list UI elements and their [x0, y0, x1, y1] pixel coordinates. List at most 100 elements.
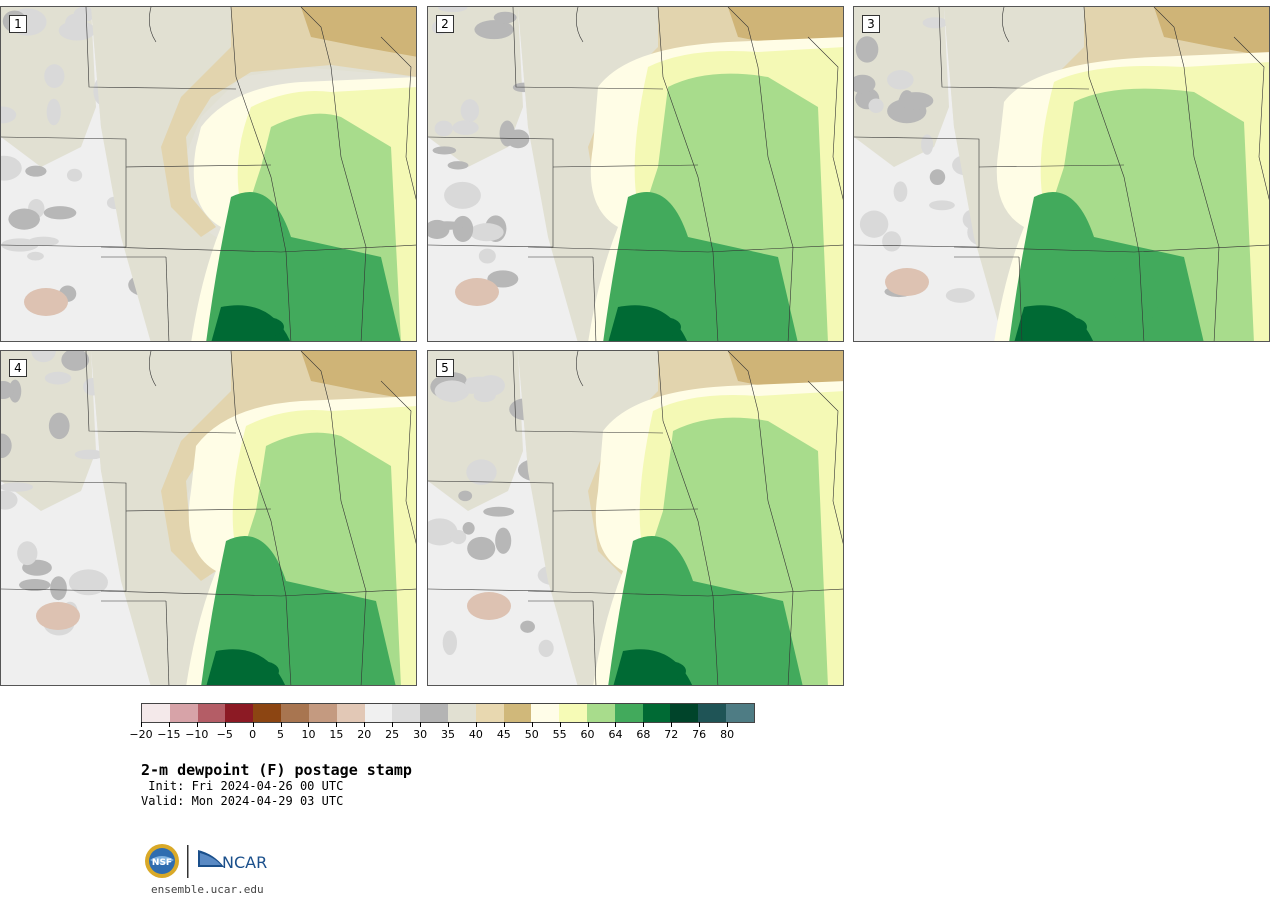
map-panel-5: 5	[427, 350, 844, 686]
state-boundary	[854, 136, 980, 248]
gray-dewpoint-patch	[859, 210, 889, 238]
colorbar-tick-label: 35	[441, 728, 455, 741]
colorbar-tick-label: 45	[496, 728, 511, 741]
state-boundary	[807, 36, 843, 200]
gray-dewpoint-patch	[46, 98, 61, 126]
gray-dewpoint-patch	[478, 248, 496, 264]
moist-green-patch	[703, 267, 753, 327]
gray-dewpoint-patch	[855, 36, 879, 63]
colorbar-tick-mark	[503, 722, 505, 727]
colorbar-swatch	[225, 704, 254, 722]
state-boundary	[100, 588, 416, 597]
gray-dewpoint-patch	[432, 146, 457, 155]
colorbar-swatch	[169, 704, 198, 722]
gray-dewpoint-patch	[44, 64, 65, 88]
colorbar-swatch	[364, 704, 393, 722]
gray-dewpoint-patch	[458, 490, 473, 502]
plains-region	[518, 351, 843, 685]
state-boundary	[125, 508, 272, 512]
low-dewpoint-patch	[455, 278, 499, 306]
colorbar-tick-label: 5	[277, 728, 285, 741]
colorbar-tick-mark	[224, 722, 226, 727]
map-panel-2: 2	[427, 6, 844, 342]
colorbar-tick-label: 80	[720, 728, 735, 741]
gold-dewpoint-band	[1154, 7, 1269, 57]
gray-dewpoint-patch	[898, 92, 934, 110]
gray-dewpoint-patch	[466, 459, 497, 485]
low-dewpoint-patch	[36, 602, 80, 630]
gray-dewpoint-patch	[1, 482, 34, 492]
state-boundary	[165, 256, 170, 341]
gray-dewpoint-patch	[444, 181, 481, 209]
gray-dewpoint-patch	[17, 541, 38, 566]
colorbar-swatch	[308, 704, 337, 722]
gray-dewpoint-patch	[43, 206, 77, 220]
gray-dewpoint-patch	[467, 536, 496, 560]
low-dewpoint-patch	[24, 288, 68, 316]
moist-green-patch	[306, 267, 356, 327]
colorbar-tick-label: −20	[129, 728, 153, 741]
colorbar-swatch	[253, 704, 282, 722]
gray-dewpoint-patch	[929, 169, 946, 186]
state-boundary	[428, 480, 554, 592]
colorbar-tick-mark	[280, 722, 282, 727]
gray-dewpoint-patch	[74, 449, 105, 460]
colorbar-tick-mark	[531, 722, 533, 727]
site-url: ensemble.ucar.edu	[151, 883, 264, 896]
valid-time: Valid: Mon 2024-04-29 03 UTC	[141, 794, 344, 808]
gray-dewpoint-patch	[495, 527, 512, 554]
colorbar-swatch	[503, 704, 532, 722]
colorbar-tick-mark	[252, 722, 254, 727]
gray-dewpoint-patch	[469, 223, 504, 242]
moist-green-patch	[1109, 267, 1159, 327]
state-boundary	[125, 164, 272, 168]
colorbar-swatch	[670, 704, 699, 722]
gray-dewpoint-patch	[464, 382, 480, 394]
colorbar-tick-label: 60	[580, 728, 595, 741]
state-boundary	[1018, 256, 1023, 341]
gray-dewpoint-patch	[452, 120, 479, 135]
gray-dewpoint-patch	[493, 11, 517, 24]
colorbar-tick-label: −10	[185, 728, 209, 741]
gray-dewpoint-patch	[25, 165, 47, 177]
gray-dewpoint-patch	[1, 490, 18, 510]
chart-title: 2-m dewpoint (F) postage stamp	[141, 761, 412, 779]
colorbar-tick-label: 40	[468, 728, 483, 741]
very-moist-patch	[248, 317, 284, 337]
state-boundary	[1233, 36, 1269, 200]
ncar-logo: NCAR	[198, 850, 267, 872]
colorbar-swatch	[281, 704, 309, 722]
colorbar-swatch	[392, 704, 421, 722]
state-boundary	[85, 7, 237, 90]
gray-dewpoint-patch	[434, 380, 470, 402]
map-panel-4: 4	[0, 350, 417, 686]
state-boundary	[727, 351, 794, 685]
state-boundary	[592, 600, 597, 685]
colorbar-tick-label: −15	[157, 728, 181, 741]
gray-dewpoint-patch	[50, 576, 67, 601]
colorbar-swatch	[336, 704, 365, 722]
very-moist-patch	[1051, 317, 1087, 337]
gray-dewpoint-patch	[922, 17, 948, 29]
very-moist-patch	[243, 661, 279, 681]
state-boundary	[300, 7, 367, 341]
dewpoint-map-5	[428, 351, 843, 685]
gray-dewpoint-patch	[1, 155, 22, 181]
state-boundary	[230, 7, 292, 341]
moist-green-patch	[708, 611, 758, 671]
gray-dewpoint-patch	[1, 238, 39, 252]
gray-dewpoint-patch	[474, 20, 514, 40]
river-boundary	[149, 7, 157, 43]
state-boundary	[527, 244, 843, 253]
colorbar-tick-label: 76	[692, 728, 707, 741]
colorbar-tick-mark	[587, 722, 589, 727]
panel-label: 1	[9, 15, 27, 33]
panel-label: 4	[9, 359, 27, 377]
init-time: Init: Fri 2024-04-26 00 UTC	[141, 779, 344, 793]
gray-dewpoint-patch	[44, 371, 72, 385]
river-boundary	[1002, 7, 1010, 43]
state-boundary	[657, 351, 719, 685]
gray-dewpoint-patch	[868, 98, 884, 114]
state-boundary	[380, 36, 416, 200]
gold-dewpoint-band	[301, 351, 416, 401]
